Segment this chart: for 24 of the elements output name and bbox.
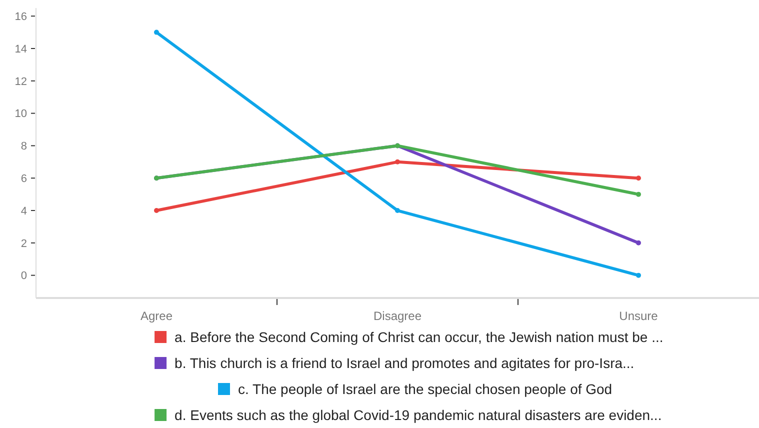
x-tick-label: Unsure <box>619 309 658 323</box>
y-tick-label: 16 <box>14 10 27 23</box>
point <box>636 272 641 278</box>
point <box>395 208 400 214</box>
y-tick-label: 12 <box>14 76 27 88</box>
y-tick-label: 4 <box>20 205 27 218</box>
y-tick-label: 10 <box>14 108 27 120</box>
x-tick-label: Agree <box>140 309 173 323</box>
x-tick-label: Disagree <box>373 309 422 323</box>
y-tick-label: 14 <box>14 43 27 56</box>
legend-label: a. Before the Second Coming of Christ can occur, the Jewish nation must be ... <box>174 329 664 345</box>
point <box>154 208 159 214</box>
point <box>395 159 400 164</box>
legend-label: c. The people of Israel are the special chosen people of God <box>238 381 612 397</box>
legend-label: b. This church is a friend to Israel and promotes and agitates for pro-Isra... <box>174 355 634 371</box>
point <box>154 30 159 35</box>
point <box>636 192 641 197</box>
point <box>636 240 641 246</box>
y-tick-label: 2 <box>20 238 27 250</box>
legend-label: d. Events such as the global Covid-19 pandemic natural disasters are eviden... <box>174 407 662 423</box>
point <box>636 176 641 181</box>
y-tick-label: 0 <box>20 270 27 282</box>
y-tick-label: 6 <box>20 172 27 185</box>
y-tick-label: 8 <box>20 140 27 153</box>
